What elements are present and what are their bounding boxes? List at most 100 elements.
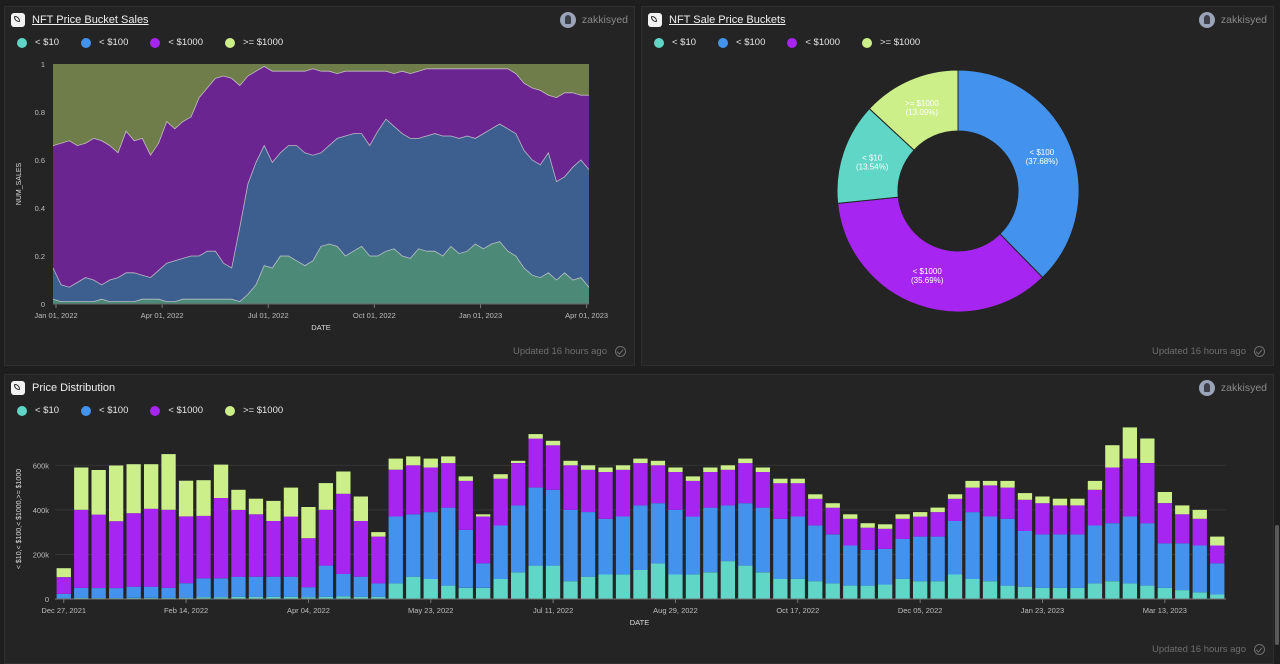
bar-segment[interactable]	[476, 516, 491, 564]
bar-segment[interactable]	[1140, 463, 1155, 524]
bar-segment[interactable]	[458, 587, 473, 599]
bar-segment[interactable]	[878, 584, 893, 600]
bar-segment[interactable]	[703, 572, 718, 599]
bar-segment[interactable]	[755, 472, 770, 508]
bar-segment[interactable]	[773, 578, 788, 599]
bar-segment[interactable]	[441, 507, 456, 586]
bar-segment[interactable]	[353, 596, 368, 599]
bar-segment[interactable]	[371, 536, 386, 584]
bar-segment[interactable]	[493, 578, 508, 599]
bar-segment[interactable]	[668, 509, 683, 575]
donut-slice-1[interactable]	[837, 196, 1044, 313]
bar-segment[interactable]	[1210, 563, 1225, 595]
bar-segment[interactable]	[231, 596, 246, 599]
bar-segment[interactable]	[441, 463, 456, 508]
bar-segment[interactable]	[126, 586, 141, 598]
bar-segment[interactable]	[74, 467, 89, 510]
bar-segment[interactable]	[930, 507, 945, 513]
bar-segment[interactable]	[982, 480, 998, 486]
bar-segment[interactable]	[1070, 534, 1085, 588]
bar-segment[interactable]	[685, 516, 701, 575]
legend-item-gte1000[interactable]: >= $1000	[224, 405, 283, 416]
bar-segment[interactable]	[318, 509, 333, 566]
bar-segment[interactable]	[231, 489, 246, 510]
bar-segment[interactable]	[161, 597, 176, 599]
bar-segment[interactable]	[947, 521, 963, 575]
bar-segment[interactable]	[213, 498, 229, 579]
bar-segment[interactable]	[1122, 427, 1137, 459]
bar-segment[interactable]	[371, 532, 386, 537]
bar-segment[interactable]	[336, 471, 351, 494]
bar-segment[interactable]	[930, 581, 945, 599]
bar-segment[interactable]	[476, 587, 491, 599]
bar-segment[interactable]	[668, 467, 683, 473]
bar-segment[interactable]	[371, 583, 386, 597]
bar-segment[interactable]	[318, 596, 333, 599]
bar-segment[interactable]	[895, 518, 910, 539]
bar-segment[interactable]	[441, 585, 456, 599]
bar-segment[interactable]	[126, 464, 141, 514]
legend-item-lt1000[interactable]: < $1000	[150, 37, 203, 48]
bar-segment[interactable]	[860, 585, 875, 599]
bar-segment[interactable]	[74, 597, 89, 599]
bar-segment[interactable]	[1035, 587, 1050, 599]
bar-segment[interactable]	[528, 487, 543, 566]
bar-segment[interactable]	[1157, 492, 1172, 504]
bar-segment[interactable]	[511, 572, 526, 599]
bar-segment[interactable]	[1000, 480, 1015, 488]
author-badge[interactable]: zakkisyed	[1198, 12, 1267, 28]
area-chart[interactable]: 0 0.2 0.4 0.6 0.8 1 Jan 01, 2022 Apr 01, 2022 Ju…	[5, 7, 636, 337]
bar-segment[interactable]	[231, 576, 246, 597]
area-series-0[interactable]	[53, 241, 589, 304]
bar-segment[interactable]	[808, 525, 823, 582]
bar-segment[interactable]	[301, 538, 316, 588]
bar-segment[interactable]	[982, 485, 998, 517]
bar-segment[interactable]	[248, 498, 264, 515]
bar-segment[interactable]	[580, 469, 596, 512]
bar-segment[interactable]	[423, 467, 438, 513]
bar-segment[interactable]	[109, 521, 124, 589]
bar-segment[interactable]	[895, 578, 910, 599]
bar-segment[interactable]	[1122, 516, 1137, 584]
bar-segment[interactable]	[336, 574, 351, 597]
bar-segment[interactable]	[773, 478, 788, 484]
bar-segment[interactable]	[720, 465, 735, 470]
bar-segment[interactable]	[913, 512, 928, 517]
bar-segment[interactable]	[528, 565, 543, 599]
legend-item-lt100[interactable]: < $100	[718, 37, 765, 48]
bar-segment[interactable]	[56, 568, 71, 578]
bar-segment[interactable]	[1087, 480, 1103, 490]
bar-segment[interactable]	[91, 588, 106, 599]
bar-segment[interactable]	[965, 512, 980, 579]
legend-item-lt10[interactable]: < $10	[17, 405, 59, 416]
bar-segment[interactable]	[1035, 496, 1050, 504]
bar-segment[interactable]	[1087, 583, 1103, 599]
bar-segment[interactable]	[283, 516, 299, 577]
bar-segment[interactable]	[283, 596, 299, 599]
bar-segment[interactable]	[1035, 534, 1050, 588]
bar-segment[interactable]	[615, 574, 631, 600]
bar-segment[interactable]	[336, 493, 351, 574]
bar-segment[interactable]	[144, 464, 159, 509]
bar-segment[interactable]	[965, 487, 980, 513]
bar-segment[interactable]	[371, 596, 386, 599]
panel-title[interactable]: Price Distribution	[32, 382, 116, 394]
bar-segment[interactable]	[1052, 534, 1068, 588]
bar-segment[interactable]	[74, 587, 89, 598]
legend-item-lt1000[interactable]: < $1000	[150, 405, 203, 416]
bar-segment[interactable]	[196, 578, 211, 598]
bar-segment[interactable]	[458, 480, 473, 530]
bar-segment[interactable]	[56, 577, 71, 594]
legend-item-lt100[interactable]: < $100	[81, 405, 128, 416]
bar-segment[interactable]	[266, 596, 281, 599]
bar-segment[interactable]	[283, 487, 299, 517]
bar-segment[interactable]	[633, 570, 648, 599]
bar-segment[interactable]	[650, 460, 666, 466]
bar-segment[interactable]	[720, 469, 735, 506]
bar-segment[interactable]	[615, 516, 631, 575]
bar-segment[interactable]	[109, 465, 124, 522]
bar-segment[interactable]	[580, 512, 596, 577]
bar-segment[interactable]	[528, 434, 543, 439]
bar-segment[interactable]	[633, 505, 648, 570]
bar-segment[interactable]	[493, 474, 508, 479]
